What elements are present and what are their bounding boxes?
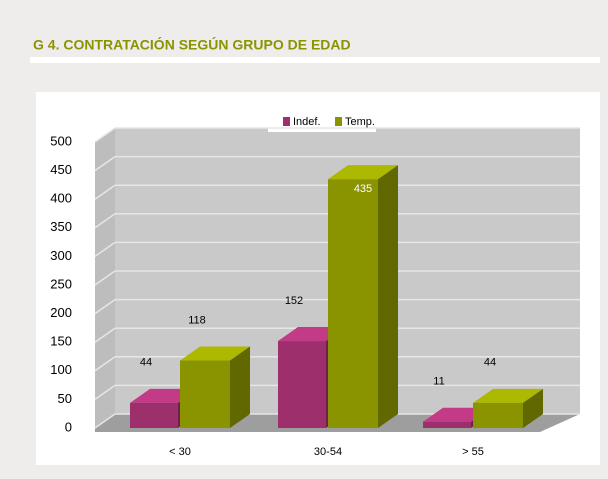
x-tick-label: > 55 [462,446,484,458]
grid-line [94,298,116,315]
y-tick-label: 450 [50,162,72,177]
x-tick-label: 30-54 [314,446,342,458]
bar [180,360,230,428]
bar-side [523,388,543,428]
grid-line [94,384,116,401]
bar-side [378,165,398,428]
bar [328,179,378,428]
data-label: 44 [484,357,496,369]
grid-line [94,241,116,258]
y-tick-label: 100 [50,362,72,377]
legend-swatch [283,117,290,126]
bar [423,421,471,428]
data-label: 11 [433,376,444,388]
legend-swatch [335,117,342,126]
data-label: 152 [285,295,303,307]
y-tick-label: 50 [58,391,72,406]
y-tick-label: 0 [65,419,72,434]
grid-line [94,270,116,286]
bar [130,402,178,428]
bar-side [230,346,250,428]
data-label: 118 [188,314,206,326]
grid-line [94,184,116,200]
legend-label: Indef. [293,116,321,128]
y-tick-label: 150 [50,334,72,349]
legend-label: Temp. [345,116,375,128]
grid-line [94,155,116,172]
chart-title: G 4. CONTRATACIÓN SEGÚN GRUPO DE EDAD [33,36,351,53]
data-label: 44 [140,357,152,369]
bar [278,341,326,428]
y-tick-label: 200 [50,305,72,320]
grid-line [94,356,116,372]
bar-top [328,165,398,180]
title-rule [30,57,600,63]
data-label: 435 [354,183,372,195]
x-tick-label: < 30 [169,446,191,458]
grid-line [94,127,116,143]
y-tick-label: 250 [50,276,72,291]
y-tick-label: 300 [50,248,72,263]
y-tick-label: 350 [50,219,72,234]
grid-line [94,327,116,343]
y-tick-label: 500 [50,133,72,148]
grid-line [94,213,116,229]
bar-top [180,346,250,361]
y-tick-label: 400 [50,191,72,206]
bar-top [473,388,543,403]
grid-line [94,413,116,429]
legend-box [268,112,376,132]
bar [473,402,523,428]
